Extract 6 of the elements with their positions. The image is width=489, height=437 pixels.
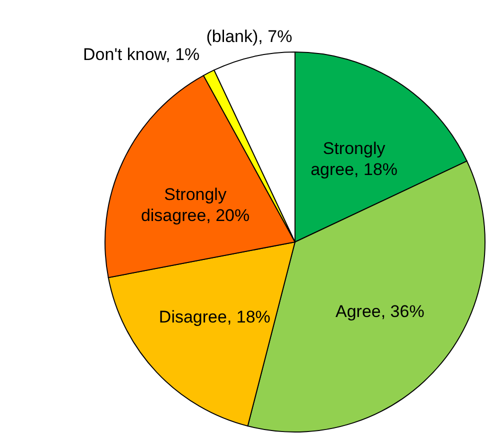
slice-label: Disagree, 18% [158, 307, 270, 326]
slice-label: Strongly agree, 18% [310, 138, 398, 179]
slice-label: Agree, 36% [335, 302, 424, 322]
slice-label: Strongly disagree, 20% [140, 185, 250, 226]
slice-label: Don't know, 1% [83, 44, 200, 64]
slice-label: (blank), 7% [206, 27, 292, 46]
